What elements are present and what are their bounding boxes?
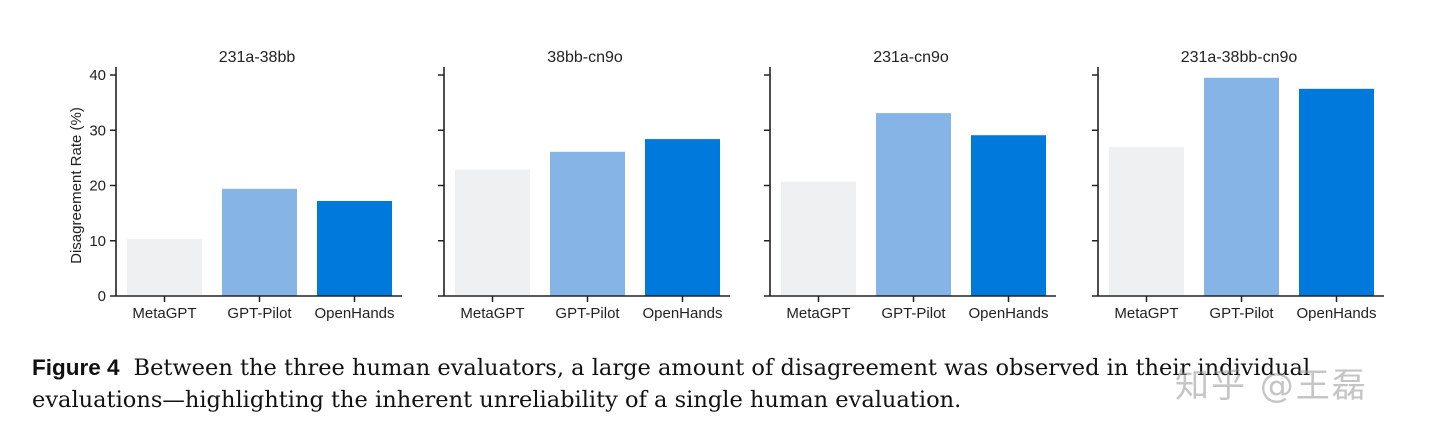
x-tick-label: MetaGPT — [132, 305, 196, 322]
bar-openhands — [971, 135, 1046, 296]
bar-gpt-pilot — [550, 151, 625, 296]
figure-caption: Figure 4 Between the three human evaluato… — [32, 352, 1422, 416]
y-tick-label: 10 — [89, 233, 106, 250]
x-tick-label: GPT-Pilot — [555, 305, 620, 322]
figure-charts: MetaGPT GPT-Pilot OpenHands 0 10 20 30 40 231a-3… — [68, 49, 1384, 322]
y-tick-label: 20 — [89, 178, 106, 195]
chart-title: 231a-38bb — [219, 49, 296, 66]
bar-metagpt — [1109, 146, 1184, 296]
chart-title: 231a-38bb-cn9o — [1181, 49, 1298, 66]
x-tick-label: OpenHands — [642, 305, 722, 322]
y-tick-label: 0 — [98, 288, 106, 305]
x-tick-label: GPT-Pilot — [881, 305, 946, 322]
x-tick-label: GPT-Pilot — [1209, 305, 1274, 322]
x-tick-label: GPT-Pilot — [227, 305, 292, 322]
bar-metagpt — [455, 169, 530, 296]
bar-openhands — [317, 200, 392, 296]
chart-title: 231a-cn9o — [873, 49, 949, 66]
bar-openhands — [645, 139, 720, 296]
x-tick-label: OpenHands — [968, 305, 1048, 322]
x-tick-label: MetaGPT — [460, 305, 524, 322]
bar-metagpt — [127, 239, 202, 296]
y-tick-label: 40 — [89, 67, 106, 84]
x-tick-label: OpenHands — [1296, 305, 1376, 322]
bar-gpt-pilot — [876, 113, 951, 296]
y-axis-label: Disagreement Rate (%) — [68, 107, 85, 264]
bar-metagpt — [781, 181, 856, 296]
x-tick-label: MetaGPT — [786, 305, 850, 322]
x-tick-label: OpenHands — [314, 305, 394, 322]
y-tick-label: 30 — [89, 122, 106, 139]
bar-gpt-pilot — [1204, 77, 1279, 296]
bar-openhands — [1299, 88, 1374, 296]
caption-text: Between the three human evaluators, a la… — [32, 355, 1311, 413]
caption-label: Figure 4 — [32, 355, 120, 380]
chart-title: 38bb-cn9o — [547, 49, 623, 66]
watermark: 知乎 @王磊 — [1175, 366, 1368, 406]
bar-gpt-pilot — [222, 188, 297, 296]
x-tick-label: MetaGPT — [1114, 305, 1178, 322]
